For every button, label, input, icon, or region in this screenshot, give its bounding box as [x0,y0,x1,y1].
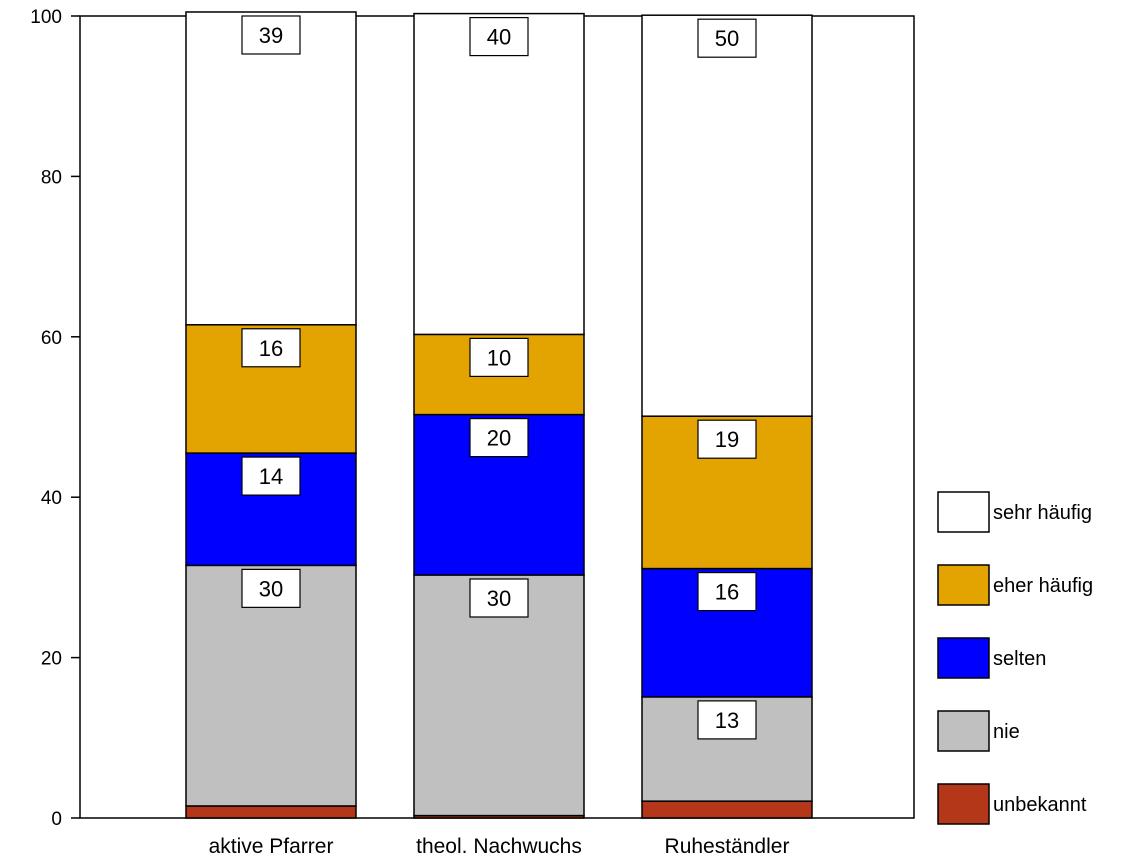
y-tick-label-40: 40 [41,488,62,509]
y-tick-label-0: 0 [51,809,62,830]
bar-segment-sehr-h-ufig-theol-nachwuchs [413,12,585,336]
data-labels-group: 30 14 16 39 30 20 10 40 13 16 19 50 [241,15,757,740]
data-label-sehr-h-ufig-theol-nachwuchs: 40 [487,25,511,50]
x-category-label-ruhest-ndler: Ruheständler [665,835,790,858]
data-label-box-nie-ruhest-ndler [697,700,757,740]
legend-swatch-nie [937,710,990,752]
data-label-box-sehr-h-ufig-ruhest-ndler [697,18,757,58]
data-label-selten-theol-nachwuchs: 20 [487,426,511,451]
data-label-box-selten-theol-nachwuchs [469,417,529,458]
data-label-box-sehr-h-ufig-theol-nachwuchs [469,16,529,57]
data-label-box-nie-theol-nachwuchs [469,578,529,618]
legend-swatch-eher-h-ufig [937,564,990,606]
data-label-box-nie-aktive-pfarrer [241,568,301,608]
data-label-eher-h-ufig-aktive-pfarrer: 16 [259,336,283,361]
data-label-box-selten-ruhest-ndler [697,571,757,612]
data-label-box-selten-aktive-pfarrer [241,456,301,496]
data-label-eher-h-ufig-ruhest-ndler: 19 [715,427,739,452]
data-label-nie-aktive-pfarrer: 30 [259,576,283,601]
data-label-selten-aktive-pfarrer: 14 [259,464,283,489]
bar-segment-sehr-h-ufig-aktive-pfarrer [185,11,357,326]
bars-group [185,11,813,819]
legend-swatch-selten [937,637,990,679]
legend-swatch-unbekannt [937,783,990,825]
data-label-eher-h-ufig-theol-nachwuchs: 10 [487,345,511,370]
y-tick-label-20: 20 [41,649,62,670]
data-label-nie-ruhest-ndler: 13 [715,708,739,733]
y-tick-label-80: 80 [41,167,62,188]
data-label-box-eher-h-ufig-theol-nachwuchs [469,337,529,377]
x-category-label-theol-nachwuchs: theol. Nachwuchs [416,835,582,858]
data-label-sehr-h-ufig-ruhest-ndler: 50 [715,26,739,51]
bar-segment-unbekannt-ruhest-ndler [641,800,813,819]
legend-label-selten: selten [993,648,1046,670]
legend-label-sehr-h-ufig: sehr häufig [993,502,1092,524]
data-label-box-sehr-h-ufig-aktive-pfarrer [241,15,301,55]
bar-segment-sehr-h-ufig-ruhest-ndler [641,14,813,417]
legend: sehr häufig eher häufig selten nie unbekannt [937,491,1093,825]
legend-label-eher-h-ufig: eher häufig [993,575,1093,597]
x-category-label-aktive-pfarrer: aktive Pfarrer [209,835,334,858]
data-label-box-eher-h-ufig-ruhest-ndler [697,419,757,459]
data-label-box-eher-h-ufig-aktive-pfarrer [241,328,301,368]
data-label-selten-ruhest-ndler: 16 [715,580,739,605]
bar-segment-unbekannt-aktive-pfarrer [185,805,357,819]
data-label-sehr-h-ufig-aktive-pfarrer: 39 [259,23,283,48]
x-axis: aktive Pfarrer theol. Nachwuchs Ruheständl… [209,835,790,858]
data-label-nie-theol-nachwuchs: 30 [487,586,511,611]
legend-label-nie: nie [993,721,1020,743]
y-tick-label-100: 100 [30,7,62,28]
y-tick-label-60: 60 [41,328,62,349]
legend-label-unbekannt: unbekannt [993,794,1087,816]
y-axis: 0 20 40 60 80 100 [30,7,80,830]
legend-swatch-sehr-h-ufig [937,491,990,533]
